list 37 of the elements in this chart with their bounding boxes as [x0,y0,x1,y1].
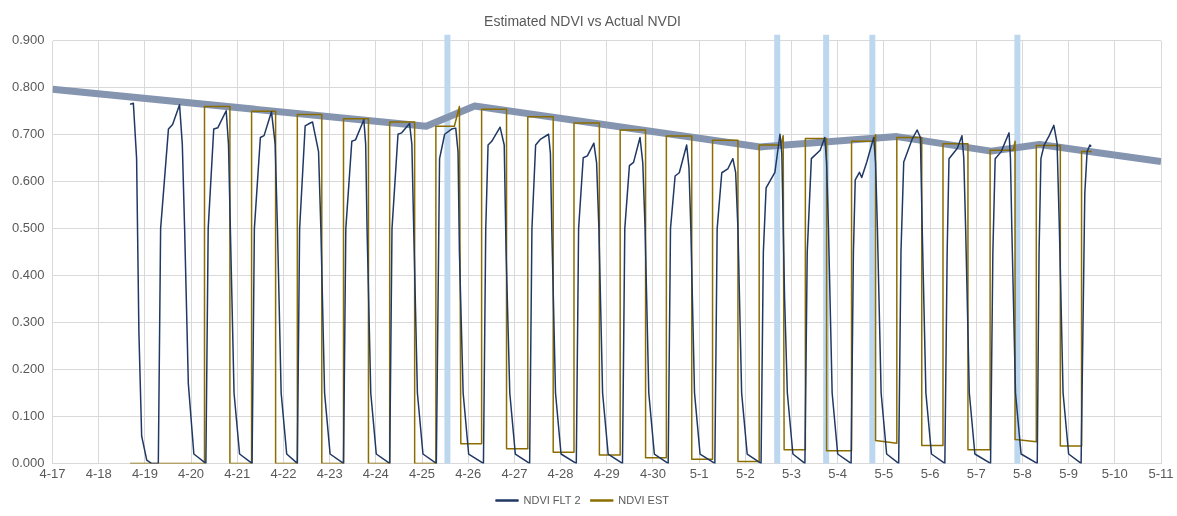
x-tick-label: 5-3 [782,465,801,481]
x-tick-label: 5-6 [920,465,940,481]
y-tick-label: 0.400 [11,267,45,283]
x-tick-label: 4-23 [316,465,343,481]
x-tick-label: 5-4 [828,465,848,481]
x-tick-label: 5-9 [1059,465,1079,481]
y-tick-label: 0.600 [11,173,45,189]
chart-title: Estimated NDVI vs Actual NVDI [484,13,681,30]
x-tick-label: 4-24 [362,465,389,481]
x-tick-label: 5-2 [735,465,755,481]
y-tick-label: 0.000 [11,454,45,470]
x-tick-label: 4-29 [593,465,620,481]
x-tick-label: 4-28 [547,465,574,481]
x-tick-label: 4-25 [409,465,436,481]
x-tick-label: 5-7 [966,465,986,481]
x-tick-label: 5-5 [874,465,894,481]
x-tick-label: 4-20 [178,465,205,481]
x-tick-label: 5-11 [1148,465,1174,481]
y-tick-label: 0.800 [11,79,45,95]
x-tick-label: 5-1 [689,465,709,481]
x-tick-label: 4-22 [270,465,297,481]
x-tick-label: 5-10 [1101,465,1128,481]
y-tick-label: 0.500 [11,220,45,236]
x-tick-label: 4-19 [131,465,158,481]
y-tick-label: 0.700 [11,126,45,142]
x-tick-label: 4-26 [455,465,482,481]
y-tick-label: 0.300 [11,314,45,330]
x-tick-label: 4-30 [639,465,666,481]
x-tick-label: 4-21 [224,465,251,481]
x-tick-label: 4-18 [85,465,112,481]
x-tick-label: 5-8 [1013,465,1032,481]
y-tick-label: 0.900 [11,32,45,48]
y-tick-label: 0.200 [11,361,45,377]
legend-label: NDVI EST [618,493,670,506]
y-tick-label: 0.100 [11,408,45,424]
legend-label: NDVI FLT 2 [523,493,581,506]
x-tick-label: 4-27 [501,465,528,481]
